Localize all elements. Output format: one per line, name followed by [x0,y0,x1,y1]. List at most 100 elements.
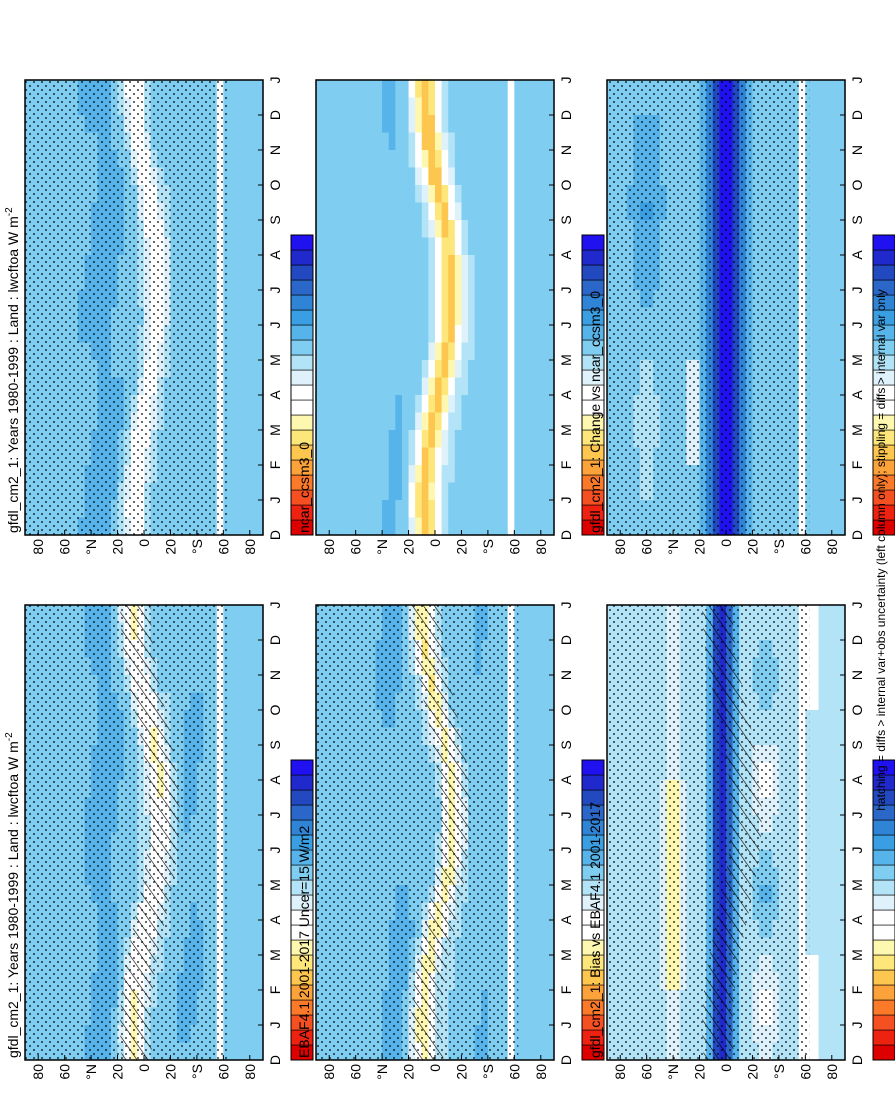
heatmap-cell [236,324,244,343]
heatmap-cell [520,359,529,378]
heatmap-cell [428,464,436,483]
heatmap-cell [540,394,548,413]
heatmap-cell [501,464,509,483]
heatmap-cell [249,96,257,115]
heatmap-cell [388,359,396,378]
heatmap-cell [501,131,509,150]
heatmap-cell [408,166,416,185]
month-tick-label: A [267,250,283,260]
heatmap-cell [514,184,522,203]
heatmap-cell [408,114,416,133]
heatmap-cell [368,201,377,220]
heatmap-cell [316,114,324,133]
heatmap-cell [520,184,529,203]
month-tick-label: O [267,179,283,190]
heatmap-cell [534,954,542,973]
lat-tick-label: 20 [401,1064,417,1080]
heatmap-cell [831,621,839,640]
heatmap-cell [229,429,238,448]
heatmap-cell [375,131,383,150]
heatmap-cell [243,639,251,658]
heatmap-cell [520,936,529,955]
month-tick-label: O [558,704,574,715]
heatmap-cell [388,131,396,150]
heatmap-cell [435,219,443,238]
heatmap-cell [514,341,522,360]
heatmap-cell [243,621,251,640]
heatmap-cell [421,499,429,518]
heatmap-cell [243,831,251,850]
heatmap-cell [474,131,482,150]
heatmap-cell [382,166,390,185]
heatmap-cell [229,761,238,780]
heatmap-cell [415,131,423,150]
heatmap-cell [527,411,535,430]
heatmap-cell [527,989,535,1008]
heatmap-cell [527,639,535,658]
heatmap-cell [236,184,244,203]
heatmap-cell [349,131,357,150]
month-tick-label: A [849,915,865,925]
heatmap-cell [388,114,396,133]
heatmap-cell [514,499,522,518]
heatmap-cell [401,114,410,133]
heatmap-cell [540,446,548,465]
month-tick-label: N [849,670,865,680]
colorbar-swatch [290,294,314,311]
heatmap-cell [520,831,529,850]
heatmap-cell [540,219,548,238]
heatmap-cell [501,289,509,308]
heatmap-cell [256,604,264,623]
heatmap-cell [520,814,529,833]
lat-tick-label: 20 [744,1064,760,1080]
heatmap-cell [355,499,363,518]
heatmap-cell [382,131,390,150]
heatmap-cell [435,149,443,168]
heatmap-cell [534,796,542,815]
heatmap-cell [342,359,350,378]
heatmap-cell [342,79,350,98]
colorbar-swatch [290,384,314,401]
heatmap-cell [421,429,429,448]
heatmap-cell [454,184,463,203]
heatmap-cell [316,289,324,308]
heatmap-cell [547,901,555,920]
heatmap-cell [514,289,522,308]
heatmap-cell [415,464,423,483]
heatmap-cell [428,271,436,290]
month-tick-label: D [267,1055,283,1065]
heatmap-cell [540,429,548,448]
heatmap-cell [468,411,476,430]
month-tick-label: F [849,986,865,995]
heatmap-cell [825,674,833,693]
heatmap-cell [428,394,436,413]
heatmap-cell [362,219,370,238]
month-tick-label: M [849,949,865,961]
heatmap-cell [388,306,396,325]
heatmap-cell [375,149,383,168]
heatmap-cell [825,971,833,990]
heatmap-cell [494,359,502,378]
colorbar-swatch [290,804,314,821]
heatmap-cell [368,271,377,290]
heatmap-cell [362,201,370,220]
heatmap-cell [818,831,826,850]
heatmap-cell [395,166,403,185]
heatmap-cell [236,954,244,973]
month-tick-label: S [849,740,865,749]
heatmap-cell [481,114,489,133]
heatmap-cell [249,306,257,325]
heatmap-cell [329,394,337,413]
heatmap-cell [401,96,410,115]
heatmap-cell [401,289,410,308]
heatmap-cell [514,166,522,185]
heatmap-cell [329,271,337,290]
heatmap-cell [229,709,238,728]
heatmap-cell [454,306,463,325]
heatmap-cell [818,1006,826,1025]
heatmap-cell [335,359,344,378]
heatmap-cell [243,674,251,693]
lat-tick-label: °N [374,1064,390,1080]
heatmap-cell [540,341,548,360]
